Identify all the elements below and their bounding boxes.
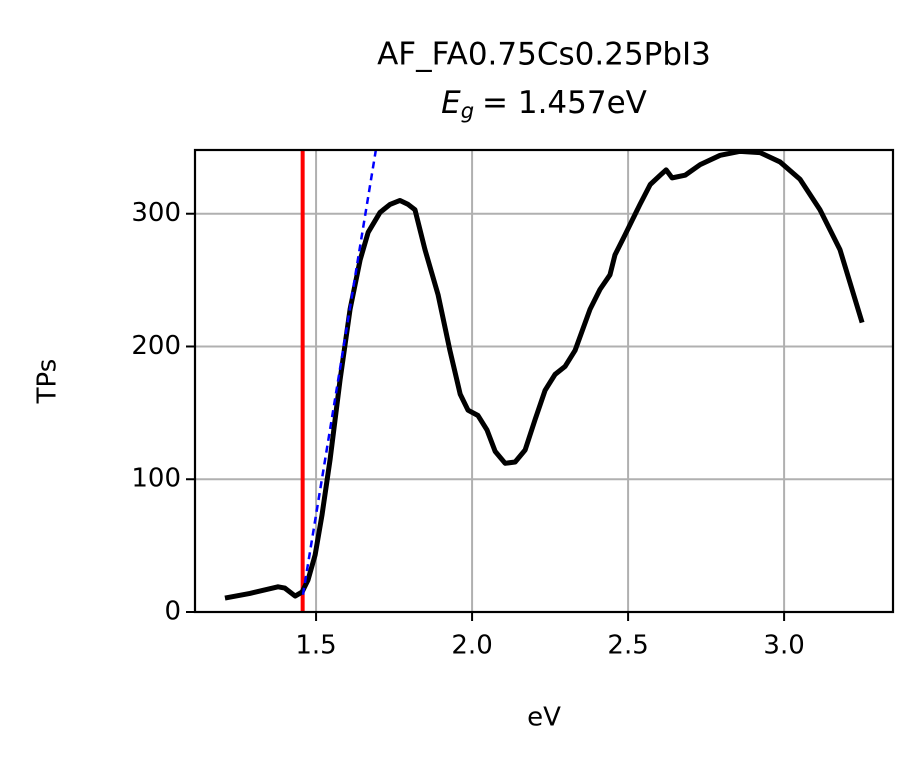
x-tick-label: 1.5 bbox=[295, 631, 336, 661]
subtitle-symbol: E bbox=[441, 85, 461, 121]
ticks: 1.5 2.0 2.5 3.0 0 100 200 300 bbox=[131, 198, 804, 660]
x-tick-label: 2.5 bbox=[607, 631, 648, 661]
y-tick-label: 300 bbox=[131, 198, 181, 228]
y-tick-label: 100 bbox=[131, 464, 181, 494]
x-axis-label: eV bbox=[527, 703, 561, 733]
axes-frame bbox=[193, 148, 895, 614]
y-tick-label: 0 bbox=[164, 597, 181, 627]
data-line bbox=[224, 150, 865, 601]
grid bbox=[195, 150, 893, 613]
fit-line bbox=[301, 150, 378, 595]
plot-area bbox=[224, 150, 865, 612]
y-axis-label: TPs bbox=[33, 359, 63, 405]
subtitle-subscript: g bbox=[461, 99, 474, 123]
x-tick-label: 3.0 bbox=[763, 631, 804, 661]
y-tick-label: 200 bbox=[131, 331, 181, 361]
x-tick-label: 2.0 bbox=[451, 631, 492, 661]
chart-title: AF_FA0.75Cs0.25PbI3 bbox=[377, 37, 711, 73]
chart-subtitle: Eg = 1.457eV bbox=[441, 85, 647, 124]
subtitle-text: = 1.457eV bbox=[482, 85, 647, 121]
